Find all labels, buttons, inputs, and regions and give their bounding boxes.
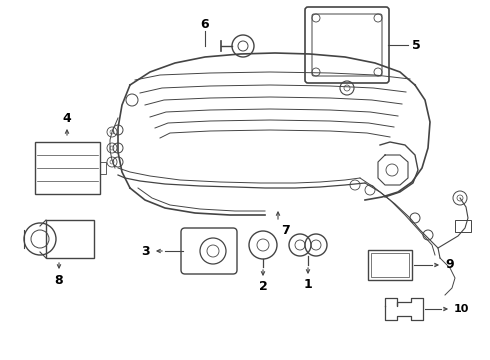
Text: 8: 8 [55,274,63,287]
Text: 10: 10 [453,304,469,314]
Text: 1: 1 [304,279,313,292]
Text: 3: 3 [141,244,149,257]
Bar [100,162,106,174]
Bar [455,220,471,232]
Bar [46,220,94,258]
Text: 7: 7 [281,224,290,237]
Bar [35,142,100,194]
Text: 4: 4 [63,112,72,125]
Text: 2: 2 [259,280,268,293]
Text: 6: 6 [201,18,209,31]
Text: 5: 5 [412,39,420,51]
Bar [368,250,412,280]
Text: 9: 9 [446,258,454,271]
Bar [371,253,409,277]
